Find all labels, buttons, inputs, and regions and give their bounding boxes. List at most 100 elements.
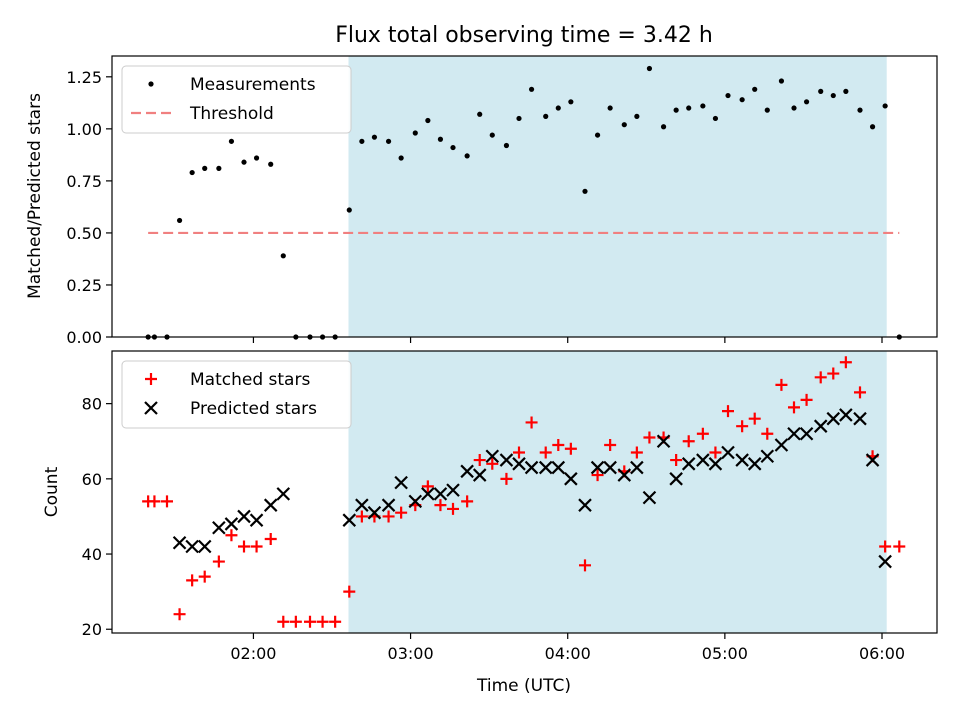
measurement-point	[700, 103, 706, 109]
predicted-stars-point	[603, 460, 617, 475]
matched-stars-point	[604, 439, 617, 451]
predicted-stars-point	[696, 453, 710, 467]
ratio-panel-ylabel: Matched/Predicted stars	[25, 93, 45, 299]
measurement-point	[594, 132, 601, 138]
y-tick-label: 80	[82, 395, 102, 414]
predicted-stars-point	[774, 438, 789, 452]
matched-stars-point	[761, 427, 774, 440]
measurement-point	[241, 159, 247, 165]
predicted-stars-point	[263, 498, 278, 512]
count-panel-ticks: 20 40 60 80 02:00 03:00 04:00 05:00 06:00	[82, 395, 905, 663]
matched-stars-point	[382, 510, 395, 523]
measurement-point	[189, 169, 195, 176]
matched-stars-point	[839, 356, 852, 369]
matched-stars-point	[421, 480, 434, 493]
measurement-point	[830, 92, 836, 99]
legend-predicted-stars-marker	[144, 401, 158, 415]
predicted-stars-point	[853, 411, 867, 426]
predicted-stars-point	[460, 464, 474, 479]
predicted-stars-point	[249, 513, 264, 527]
predicted-stars-point	[538, 460, 553, 475]
predicted-stars-point	[708, 457, 723, 471]
matched-stars-point	[513, 446, 525, 459]
predicted-stars-point	[617, 468, 632, 482]
measurement-point	[543, 113, 549, 119]
measurement-point	[869, 124, 876, 130]
matched-stars-point	[564, 442, 577, 455]
measurement-point	[477, 111, 483, 117]
measurement-point	[621, 122, 627, 128]
legend-measurements-label: Measurements	[190, 75, 316, 95]
matched-stars-point	[395, 506, 408, 519]
ratio-panel-frame	[111, 55, 938, 338]
measurement-point	[803, 99, 810, 105]
y-tick-label: 40	[82, 545, 102, 564]
legend-threshold-label: Threshold	[189, 104, 274, 124]
matched-stars-point	[316, 615, 329, 628]
measurement-point	[516, 115, 522, 122]
matched-stars-point	[186, 574, 199, 587]
predicted-stars-point	[499, 453, 514, 467]
predicted-stars-point	[433, 487, 448, 501]
predicted-stars-point	[681, 457, 696, 471]
y-tick-label: 20	[82, 620, 102, 639]
predicted-stars-point	[224, 517, 239, 531]
matched-stars-point	[893, 540, 906, 553]
measurement-point	[778, 78, 785, 84]
measurement-point	[385, 138, 392, 144]
matched-stars-point	[525, 416, 538, 429]
predicted-stars-point	[485, 449, 500, 464]
matched-stars-point	[814, 371, 827, 384]
predicted-stars-point	[878, 554, 892, 569]
legend-predicted-stars-label: Predicted stars	[190, 399, 317, 419]
matched-stars-point	[788, 401, 800, 414]
matched-stars-point	[212, 555, 225, 568]
matched-stars-point	[670, 454, 683, 467]
matched-stars-point	[486, 457, 499, 470]
measurement-point	[346, 207, 352, 213]
matched-stars-point	[250, 540, 263, 553]
legend-measurements-marker	[148, 81, 154, 87]
predicted-stars-point	[787, 426, 801, 441]
measurement-point	[464, 153, 470, 159]
y-tick-label: 0.00	[66, 328, 102, 347]
matched-stars-point	[198, 570, 211, 583]
count-panel-ylabel: Count	[42, 466, 62, 517]
predicted-stars-point	[747, 457, 762, 471]
matched-stars-point	[238, 540, 250, 553]
matched-stars-point	[552, 439, 565, 451]
measurement-point	[818, 88, 824, 94]
predicted-stars-point	[656, 434, 671, 449]
ratio-panel-marks	[145, 65, 902, 340]
predicted-stars-point	[342, 513, 357, 527]
matched-stars-point	[630, 446, 643, 459]
predicted-stars-point	[172, 535, 187, 550]
count-panel-legend: Matched stars Predicted stars	[121, 360, 352, 429]
measurement-point	[371, 134, 378, 140]
measurement-point	[725, 92, 731, 99]
y-tick-label: 0.25	[66, 276, 102, 295]
measurement-point	[253, 155, 260, 161]
predicted-stars-point	[237, 509, 251, 524]
y-tick-label: 0.50	[66, 224, 102, 243]
ratio-panel-ticks: 0.00 0.25 0.50 0.75 1.00 1.25	[66, 68, 883, 347]
measurement-point	[280, 253, 286, 259]
matched-stars-point	[827, 367, 840, 380]
predicted-stars-point	[408, 494, 423, 509]
matched-stars-point	[434, 499, 447, 512]
y-tick-label: 1.00	[66, 120, 102, 139]
measurement-point	[582, 188, 588, 194]
legend-matched-stars-label: Matched stars	[190, 370, 310, 390]
matched-stars-point	[264, 533, 277, 545]
ratio-panel-legend: Measurements Threshold	[121, 65, 352, 134]
measurement-point	[568, 99, 574, 105]
measurement-point	[425, 117, 431, 124]
predicted-stars-point	[578, 498, 592, 512]
matched-stars-point	[709, 446, 722, 459]
predicted-stars-point	[735, 453, 749, 467]
x-tick-label: 02:00	[230, 644, 276, 663]
x-tick-label: 04:00	[545, 644, 591, 663]
predicted-stars-point	[197, 539, 212, 554]
matched-stars-point	[148, 495, 161, 508]
